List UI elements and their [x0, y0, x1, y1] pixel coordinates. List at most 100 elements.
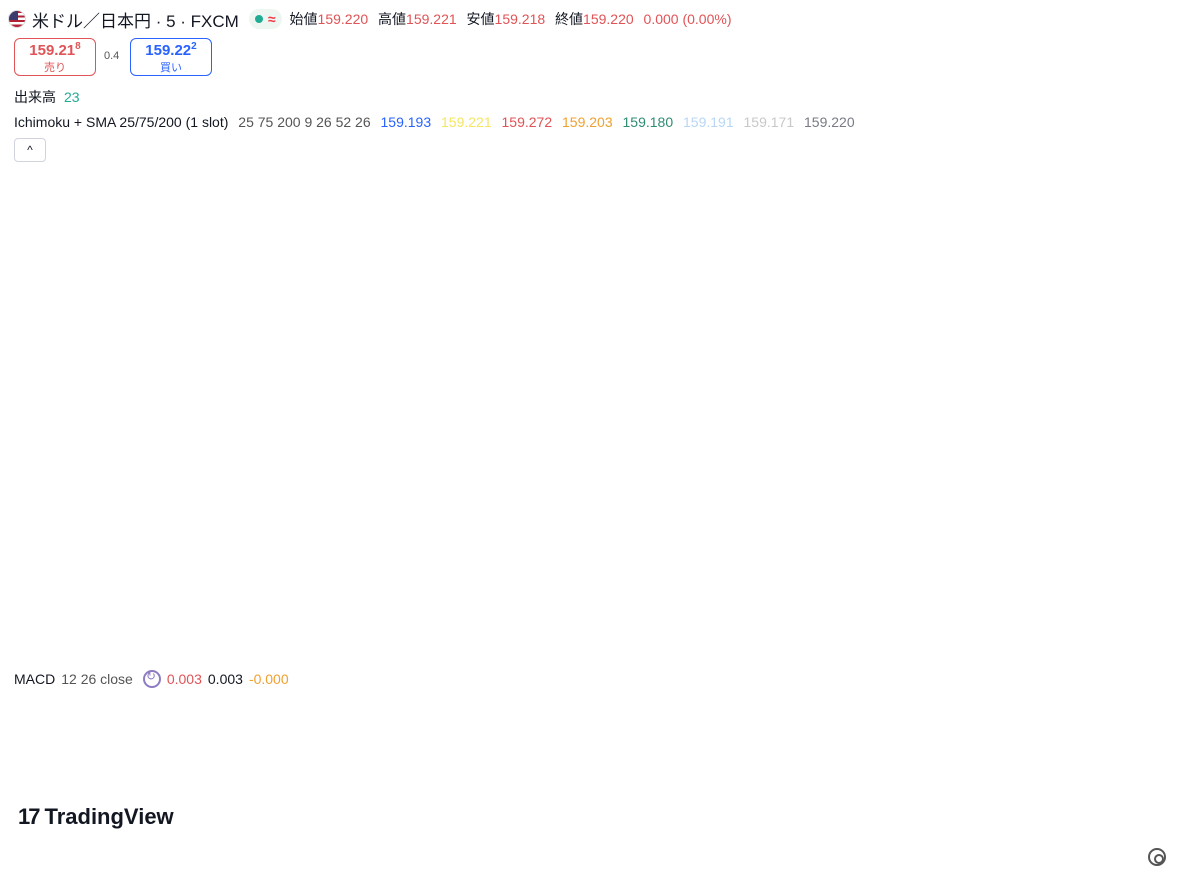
macd-hist-bar — [695, 766, 698, 772]
macd-hist-bar — [546, 759, 549, 766]
macd-hist-bar — [1052, 758, 1055, 766]
candle-body — [214, 485, 217, 526]
volume-bar — [524, 598, 527, 658]
volume-bar — [831, 599, 834, 658]
volume-bar — [45, 606, 48, 658]
volume-bar — [1011, 619, 1014, 658]
macd-hist-bar — [758, 760, 761, 766]
volume-bar — [608, 619, 611, 658]
macd-hist-bar — [162, 758, 165, 766]
volume-bar — [263, 609, 266, 658]
volume-bar — [181, 613, 184, 658]
volume-bar — [967, 614, 970, 658]
macd-hist-bar — [45, 766, 48, 774]
macd-hist-bar — [448, 766, 451, 785]
volume-bar — [374, 624, 377, 658]
macd-hist-bar — [935, 763, 938, 766]
candle-body — [1005, 410, 1008, 419]
volume-bar — [853, 637, 856, 658]
volume-bar — [916, 644, 919, 658]
settings-gear-icon[interactable] — [1148, 848, 1166, 866]
macd-hist-bar — [113, 766, 116, 769]
volume-bar — [154, 629, 157, 658]
volume-bar — [834, 639, 837, 658]
macd-hist-bar — [867, 765, 870, 766]
volume-bar — [946, 647, 949, 658]
volume-bar — [481, 606, 483, 658]
volume-bar — [1044, 599, 1047, 658]
macd-hist-bar — [829, 766, 832, 770]
volume-bar — [584, 593, 587, 658]
macd-legend[interactable]: MACD 12 26 close 0.003 0.003 -0.000 — [14, 669, 295, 688]
collapse-legend-button[interactable]: ^ — [14, 138, 46, 162]
volume-bar — [456, 616, 459, 658]
macd-hist-bar — [521, 762, 524, 766]
candle-body — [859, 351, 862, 360]
macd-value-signal: -0.000 — [248, 671, 289, 687]
candle-body — [551, 148, 554, 165]
volume-bar — [385, 596, 388, 658]
candle-body — [869, 354, 872, 403]
volume-bar — [43, 605, 46, 658]
macd-hist-bar — [589, 766, 592, 789]
ichimoku-legend[interactable]: Ichimoku + SMA 25/75/200 (1 slot) 25 75 … — [14, 114, 861, 130]
volume-bar — [864, 598, 867, 658]
volume-bar — [497, 602, 500, 658]
candle-body — [105, 572, 108, 578]
svg-text:159.221: 159.221 — [1129, 378, 1176, 393]
candle-body — [233, 441, 236, 461]
volume-bar — [320, 552, 323, 658]
candle-body — [1022, 438, 1025, 463]
candle-body — [641, 307, 644, 343]
volume-bar — [130, 617, 133, 658]
macd-hist-bar — [364, 766, 367, 770]
volume-bar — [957, 608, 959, 658]
volume-bar — [67, 601, 70, 658]
macd-label-macd: 0.003 — [1118, 770, 1170, 788]
macd-hist-bar — [429, 766, 432, 790]
ichimoku-legend-params: 25 75 200 9 26 52 26 — [238, 114, 371, 130]
volume-bar — [902, 632, 905, 658]
candle-body — [772, 370, 775, 400]
candle-body — [345, 271, 347, 273]
candle-body — [1019, 432, 1022, 463]
volume-bar — [306, 597, 309, 658]
candle-body — [277, 377, 279, 397]
volume-bar — [402, 634, 405, 658]
macd-hist-bar — [146, 760, 149, 766]
buy-button[interactable]: 159.222 買い — [130, 38, 212, 76]
macd-hist-bar — [1003, 766, 1006, 778]
macd-hist-bar — [940, 764, 943, 766]
volume-bar — [589, 547, 592, 658]
macd-hist-bar — [774, 762, 777, 766]
macd-hist-bar — [339, 763, 342, 766]
macd-refresh-icon[interactable] — [142, 669, 161, 688]
volume-legend[interactable]: 出来高 23 — [14, 87, 80, 107]
market-status-badge[interactable]: ≈ — [248, 9, 282, 29]
macd-hist-bar — [951, 766, 954, 767]
candle-body — [682, 344, 685, 352]
volume-bar — [230, 605, 233, 658]
sell-button[interactable]: 159.218 売り — [14, 38, 96, 76]
candle-body — [353, 256, 356, 276]
candle-body — [391, 247, 394, 304]
macd-hist-bar — [413, 766, 415, 785]
candle-body — [209, 519, 211, 540]
sma75-line — [5, 243, 1068, 520]
symbol-title[interactable]: 米ドル／日本円 · 5 · FXCM — [32, 11, 239, 31]
volume-bar — [407, 638, 410, 658]
tradingview-logo[interactable]: 17 TradingView — [18, 804, 174, 830]
candle-body — [589, 232, 592, 244]
candle-body — [274, 375, 277, 397]
candle-body — [644, 307, 647, 336]
macd-hist-bar — [304, 759, 307, 766]
candle-body — [464, 287, 467, 308]
candle-body — [502, 178, 505, 192]
macd-hist-bar — [597, 766, 600, 786]
candle-body — [100, 539, 103, 541]
volume-bar — [323, 604, 326, 658]
candle-body — [138, 569, 141, 582]
macd-hist-bar — [1000, 766, 1003, 780]
candle-body — [230, 460, 233, 518]
